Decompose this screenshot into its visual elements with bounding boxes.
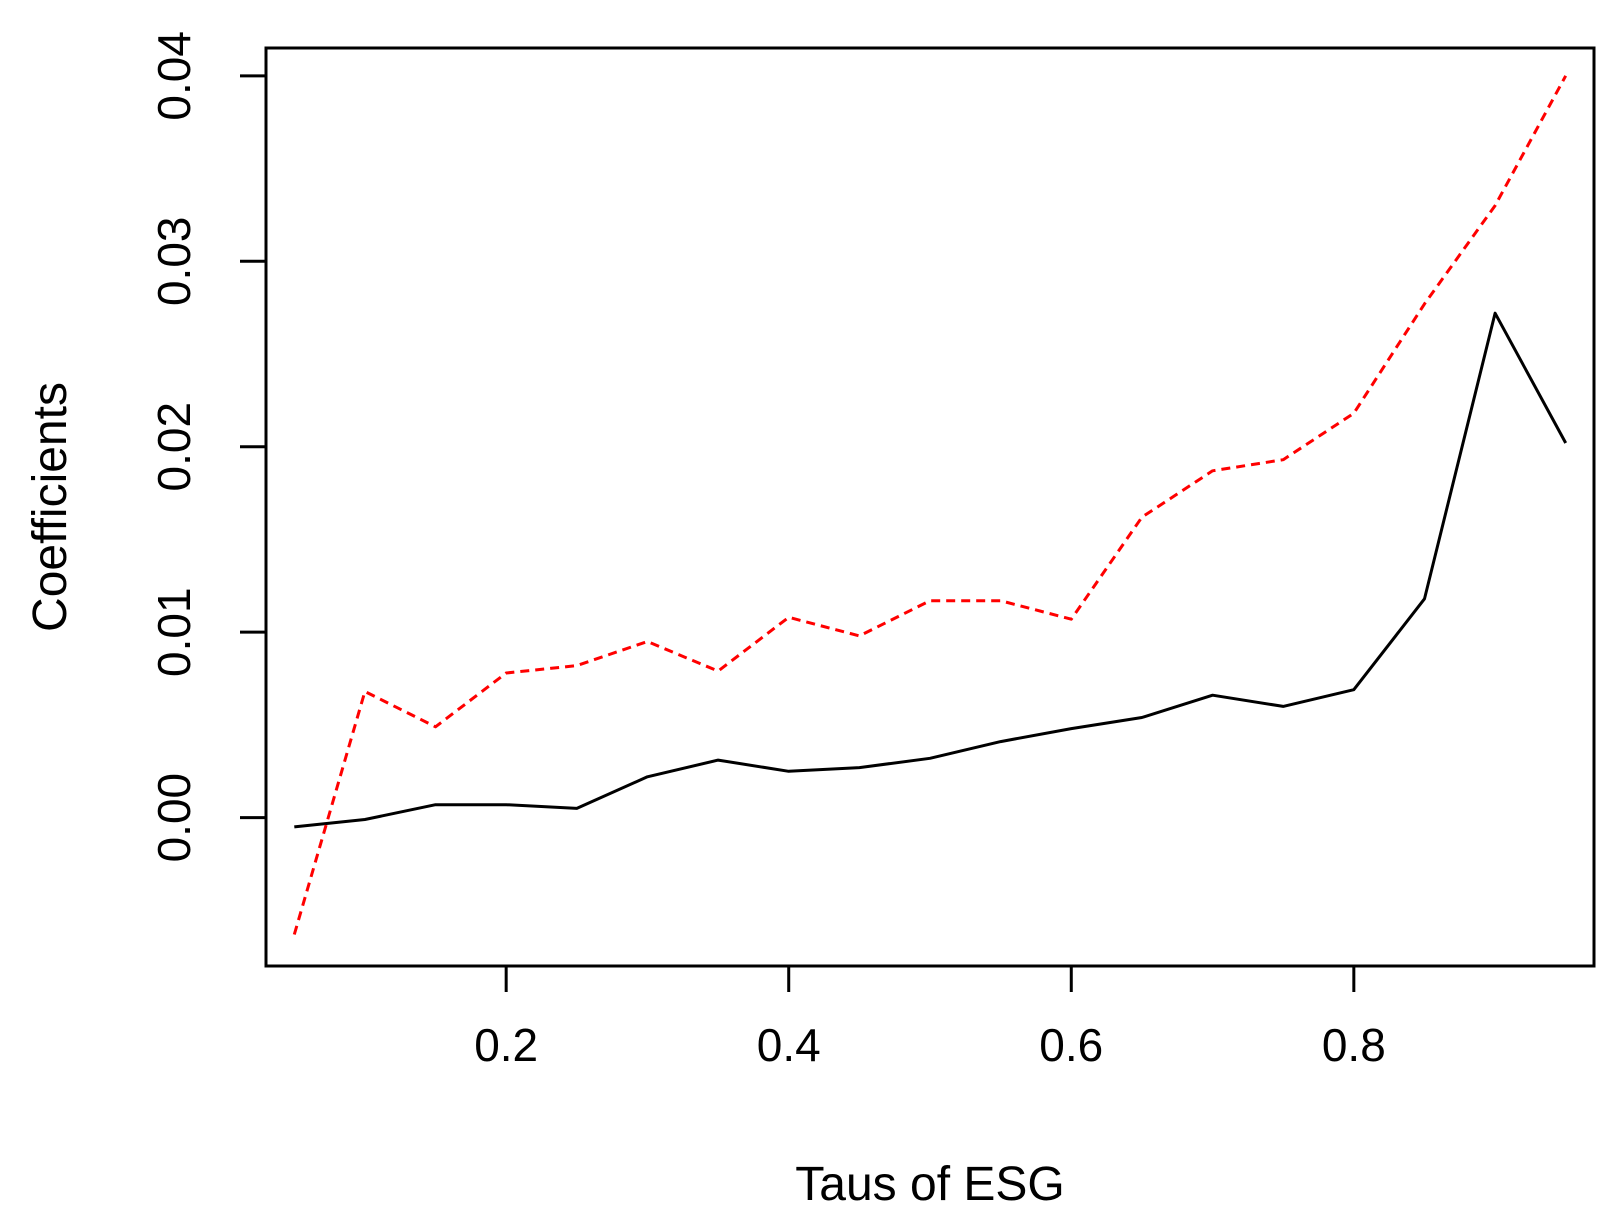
x-tick-label: 0.4 [757,1019,821,1071]
y-tick-label: 0.03 [148,217,200,307]
y-tick-label: 0.02 [148,402,200,492]
x-axis-label: Taus of ESG [795,1158,1064,1211]
x-tick-label: 0.2 [474,1019,538,1071]
y-tick-label: 0.00 [148,773,200,863]
y-axis: 0.00 0.01 0.02 0.03 0.04 [148,31,266,862]
y-axis-label: Coefficients [24,382,77,632]
y-tick-label: 0.01 [148,587,200,677]
x-tick-label: 0.6 [1039,1019,1103,1071]
series-line-1 [294,311,1568,829]
plot-frame [264,46,1596,968]
x-tick-label: 0.8 [1322,1019,1386,1071]
x-axis: 0.2 0.4 0.6 0.8 [474,966,1386,1071]
y-tick-label: 0.04 [148,31,200,121]
series-line-2 [292,75,1568,935]
series-layer [292,75,1568,935]
